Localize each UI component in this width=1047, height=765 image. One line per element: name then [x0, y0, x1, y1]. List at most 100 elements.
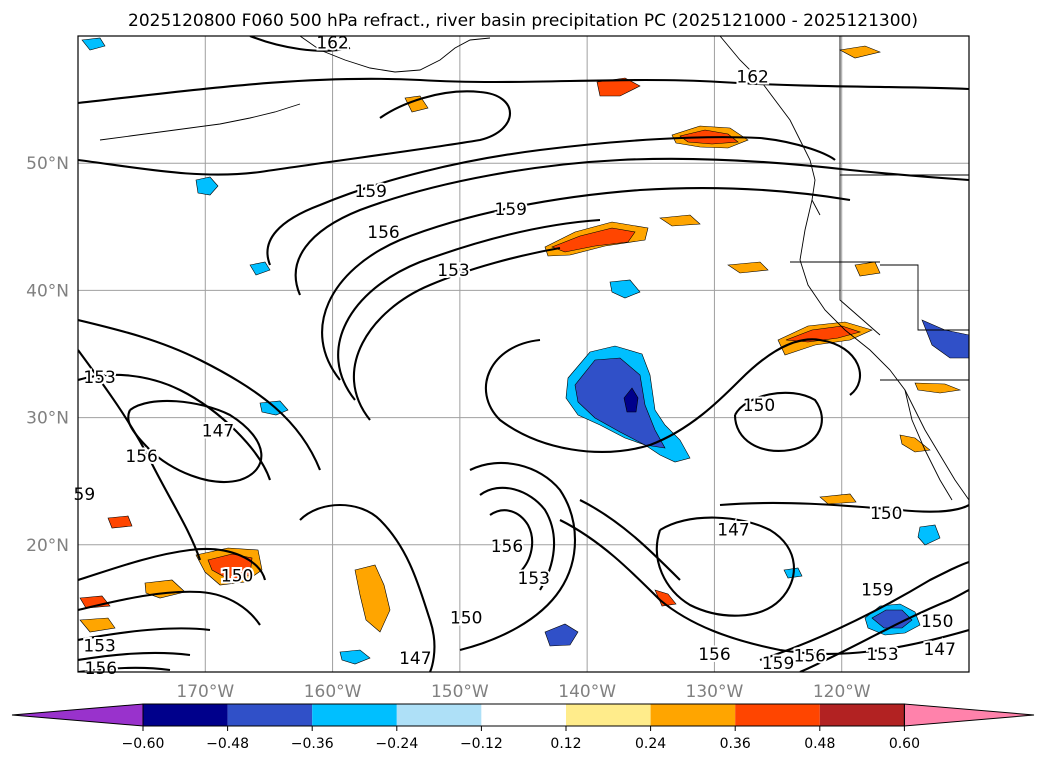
contour-156-sw [78, 666, 171, 672]
longitude-tick-label: 170°W [176, 682, 234, 702]
contour-153-south [479, 486, 556, 591]
colorbar-segment [396, 704, 482, 726]
colorbar-tick-label: −0.36 [291, 736, 334, 752]
colorbar-under-extension [11, 703, 144, 727]
pos-anomaly-patch-sub11 [839, 45, 881, 59]
figure-title: 2025120800 F060 500 hPa refract., river … [128, 11, 918, 31]
colorbar-tick-label: 0.12 [550, 736, 581, 752]
neg-anomaly-patch-s1 [544, 623, 579, 647]
contour-labels: 1621621591561531591531471565915015014715… [72, 31, 958, 681]
contour-153-hawaii [78, 590, 261, 626]
contour-147-central [655, 516, 795, 617]
contour-label: 153 [866, 645, 898, 665]
pos-anomaly-patch-sub9 [914, 382, 962, 394]
contour-147-south [299, 503, 436, 672]
colorbar-tick-label: 0.48 [804, 736, 835, 752]
contour-153-se [579, 499, 681, 581]
contour-150-se [719, 501, 969, 513]
colorbar-segment [143, 704, 228, 726]
colorbar-tick-label: 0.36 [720, 736, 751, 752]
latitude-tick-label: 20°N [26, 536, 69, 556]
colorbar-tick-label: 0.24 [635, 736, 666, 752]
contour-159-tongue [266, 136, 836, 266]
longitude-ticks: 170°W 160°W 150°W 140°W 130°W 120°W [176, 682, 870, 702]
alaska-coast [299, 36, 491, 73]
colorbar-segment [735, 704, 820, 726]
pos-anomaly-patch-sub10 [899, 434, 931, 453]
contour-label: 162 [736, 68, 768, 88]
contour-150-east [733, 391, 823, 452]
contour-147-west [127, 399, 263, 483]
contour-label: 150 [743, 396, 775, 416]
neg-anomaly-patch-w4 [249, 261, 271, 276]
pos-anomaly-patch-sub1 [354, 564, 391, 633]
pos-anomaly-core-nepac [551, 227, 636, 253]
contour-label: 150 [221, 566, 253, 586]
latitude-tick-label: 30°N [26, 409, 69, 429]
neg-anomaly-core-central [574, 357, 666, 449]
latitude-tick-label: 50°N [26, 154, 69, 174]
colorbar-segment [566, 704, 651, 726]
coastlines [99, 36, 969, 501]
contour-150-west [78, 373, 271, 481]
baja-california [904, 389, 953, 501]
us-west-coast [799, 199, 969, 501]
contour-label: 147 [399, 649, 431, 669]
contour-153-sw [78, 651, 191, 662]
map-panel: 1621621591561531591531471565915015014715… [26, 31, 970, 702]
pos-anomaly-patch-sub15 [659, 214, 701, 227]
colorbar-tick-label: −0.60 [122, 736, 165, 752]
contour-156-south [489, 509, 534, 573]
colorbar: −0.60 −0.48 −0.36 −0.24 −0.12 0.12 0.24 0.36 0.4… [11, 703, 1035, 752]
contour-162-north [78, 77, 969, 105]
pos-anomaly-patch-sub8 [819, 493, 857, 505]
contour-label: 150 [450, 608, 482, 628]
contour-label: 59 [74, 485, 96, 505]
pos-anomaly-patch-sub2 [596, 77, 641, 97]
colorbar-tick-label: −0.48 [206, 736, 249, 752]
colorbar-segment [481, 704, 566, 726]
contour-label: 153 [437, 261, 469, 281]
colorbar-frame [142, 703, 905, 727]
precipitation-shading [79, 37, 969, 665]
contour-label: 159 [355, 182, 387, 202]
longitude-tick-label: 130°W [686, 682, 744, 702]
pos-anomaly-core-ca [785, 325, 862, 343]
map-frame [77, 35, 970, 673]
contour-label: 156 [794, 646, 826, 666]
contour-156-tongue [294, 157, 969, 296]
colorbar-segment [650, 704, 736, 726]
longitude-tick-label: 150°W [431, 682, 489, 702]
contour-label: 153 [83, 368, 115, 388]
pos-anomaly-core-hawaii [207, 553, 253, 581]
pos-anomaly-patch-sub7 [107, 515, 133, 529]
contour-label: 150 [870, 504, 902, 524]
neg-anomaly-patch-w3 [609, 279, 641, 299]
gridlines [78, 36, 969, 672]
contour-label: 147 [923, 640, 955, 660]
longitude-tick-label: 140°W [558, 682, 616, 702]
contour-156-inner [352, 246, 561, 421]
longitude-tick-label: 160°W [304, 682, 362, 702]
pos-anomaly-patch-sub13 [404, 95, 429, 113]
contour-label: 147 [202, 421, 234, 441]
colorbar-tick-label: 0.60 [889, 736, 920, 752]
refractivity-contours [78, 36, 969, 672]
contour-label: 153 [517, 569, 549, 589]
colorbar-over-extension [903, 703, 1035, 727]
contour-162-top [249, 36, 351, 52]
contour-label: 156 [125, 447, 157, 467]
contour-156-se-2 [799, 589, 969, 672]
contour-label: 159 [495, 200, 527, 220]
contour-150-south [459, 462, 576, 652]
contour-156-west [78, 349, 201, 561]
colorbar-segment [312, 704, 397, 726]
canada-coast [719, 36, 821, 216]
contour-label: 153 [83, 636, 115, 656]
contour-label: 159 [762, 654, 794, 674]
pos-anomaly-patch-sub6 [79, 617, 116, 633]
longitude-tick-label: 120°W [813, 682, 871, 702]
contour-153-tongue [321, 186, 851, 381]
neg-anomaly-peak-central [623, 387, 639, 413]
contour-label: 156 [367, 223, 399, 243]
